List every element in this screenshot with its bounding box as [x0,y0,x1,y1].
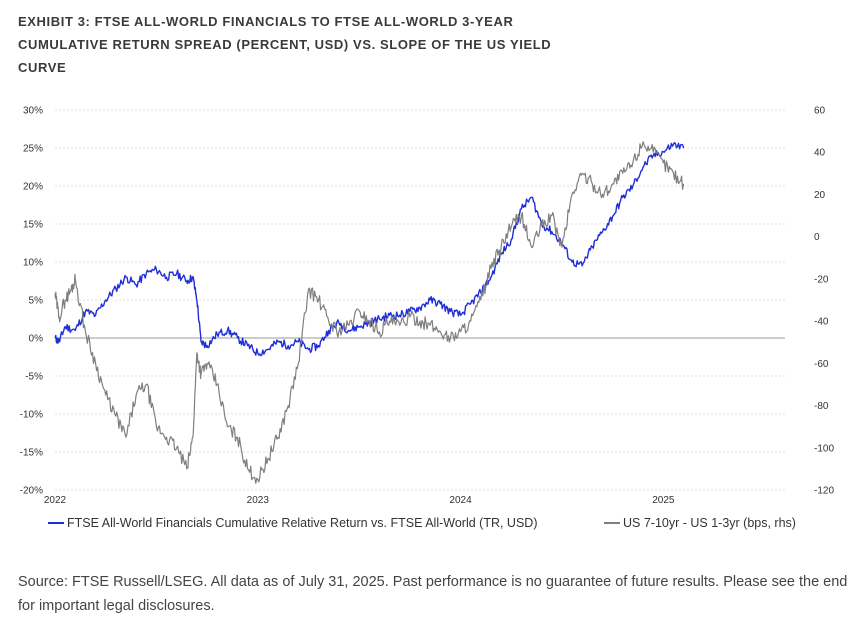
legend-swatch-gray [604,522,620,524]
left-tick-label: -15% [20,448,43,459]
series-layer [54,141,685,484]
legend-label: US 7-10yr - US 1-3yr (bps, rhs) [623,516,796,530]
right-tick-label: 20 [814,190,826,201]
legend-item-yield-slope: US 7-10yr - US 1-3yr (bps, rhs) [604,516,796,530]
right-axis-ticks: 60 40 20 0 -20 -40 -60 -80 -100 -120 [814,106,834,497]
chart-area: 30% 25% 20% 15% 10% 5% 0% -5% -10% -15% -20% 60 40 2… [20,106,835,506]
right-tick-label: 0 [814,232,820,243]
left-tick-label: -10% [20,410,43,421]
right-tick-label: -40 [814,317,829,328]
x-tick-label: 2024 [449,495,472,505]
right-tick-label: -100 [814,443,834,454]
right-tick-label: -120 [814,486,834,497]
right-tick-label: -80 [814,401,829,412]
legend-label: FTSE All-World Financials Cumulative Rel… [67,516,538,530]
legend-swatch-blue [48,522,64,524]
left-tick-label: 10% [23,258,43,269]
series-line-us-yield-slope [54,141,685,484]
right-tick-label: 40 [814,148,826,159]
left-tick-label: 5% [29,296,44,307]
x-tick-label: 2025 [652,495,675,505]
left-tick-label: 20% [23,182,43,193]
x-tick-label: 2022 [44,495,67,505]
left-tick-label: 0% [29,334,44,345]
right-tick-label: 60 [814,106,826,117]
source-note: Source: FTSE Russell/LSEG. All data as o… [18,574,848,614]
title-line: EXHIBIT 3: FTSE ALL-WORLD FINANCIALS TO … [18,14,514,29]
legend: FTSE All-World Financials Cumulative Rel… [0,516,865,536]
series-line-financials-relative-return [54,141,685,357]
left-tick-label: 15% [23,220,43,231]
left-tick-label: 25% [23,144,43,155]
gridlines [55,109,785,491]
chart-title: EXHIBIT 3: FTSE ALL-WORLD FINANCIALS TO … [18,10,618,79]
left-axis-ticks: 30% 25% 20% 15% 10% 5% 0% -5% -10% -15% -20% [20,106,43,497]
left-tick-label: 30% [23,106,43,117]
legend-item-financials: FTSE All-World Financials Cumulative Rel… [48,516,537,530]
title-line: CUMULATIVE RETURN SPREAD (PERCENT, USD) … [18,37,552,52]
left-tick-label: -20% [20,486,43,497]
left-tick-label: -5% [25,372,43,383]
title-line: CURVE [18,60,67,75]
right-tick-label: -60 [814,359,829,370]
x-tick-label: 2023 [247,495,270,505]
right-tick-label: -20 [814,274,829,285]
x-axis-ticks: 2022 2023 2024 2025 [44,495,675,505]
